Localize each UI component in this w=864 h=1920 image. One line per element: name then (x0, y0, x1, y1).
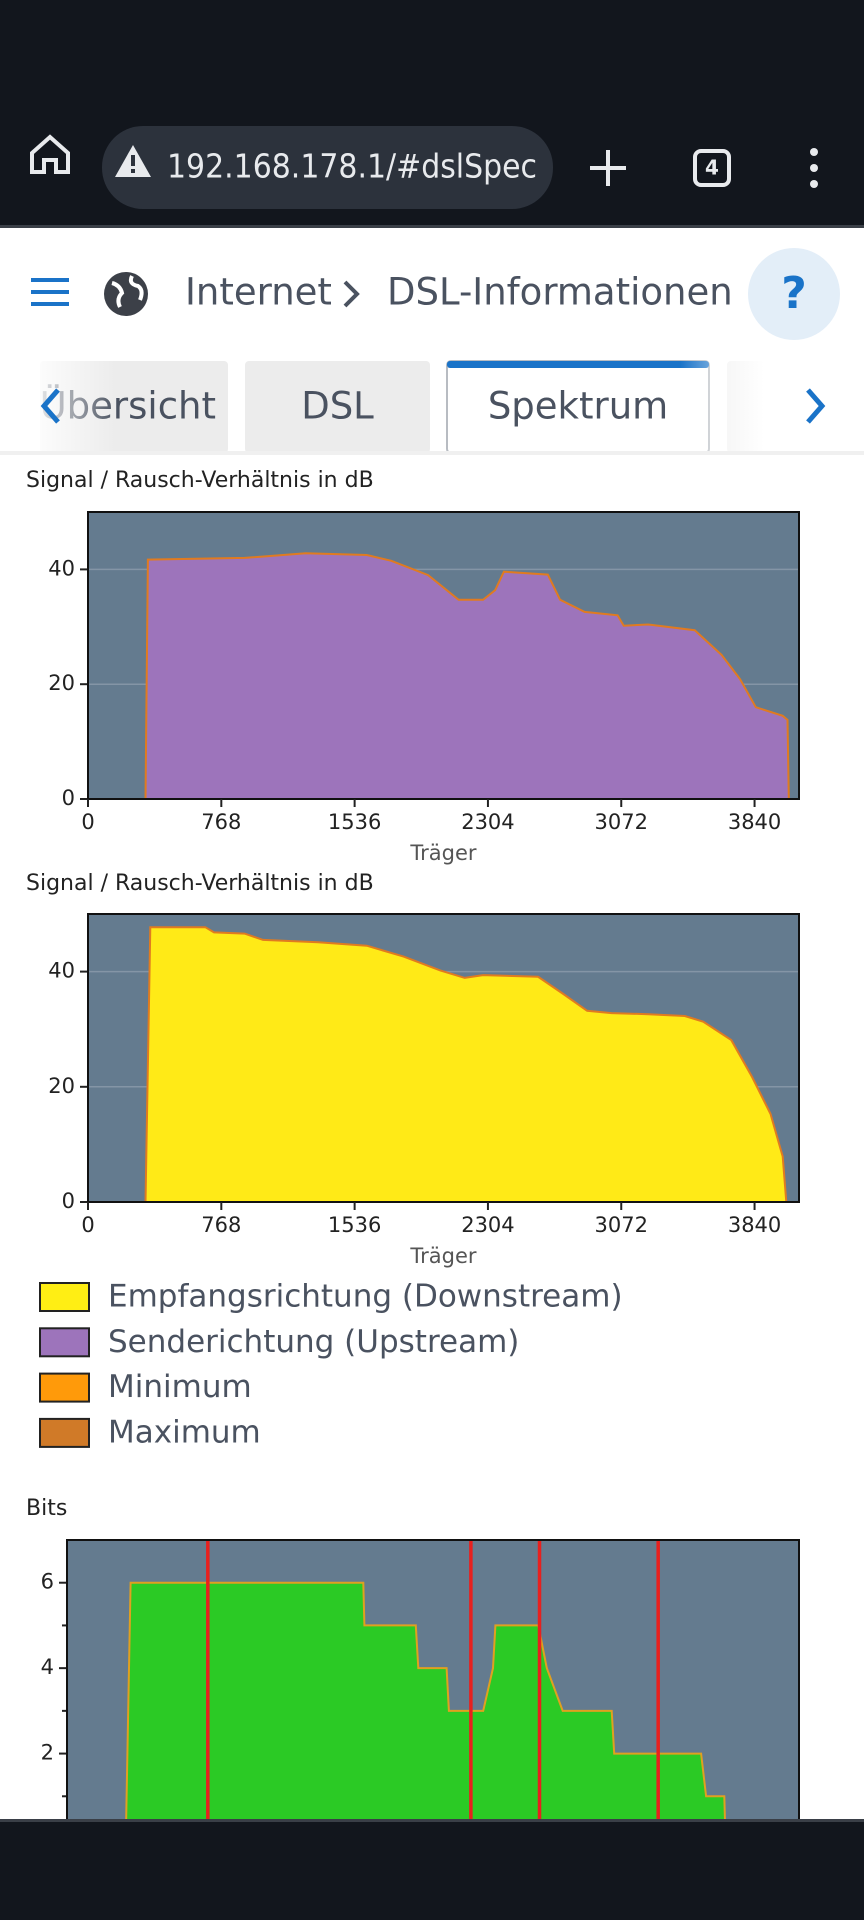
url-bar[interactable] (102, 126, 553, 209)
x-tick-label: 0 (81, 810, 94, 834)
breadcrumb-item[interactable]: Internet (185, 271, 332, 314)
new-tab-button[interactable] (590, 150, 626, 186)
hamburger[interactable] (31, 278, 69, 306)
tab-scroll-left[interactable] (40, 388, 60, 424)
navigation-bar (0, 1819, 864, 1920)
y-tick-label: 2 (41, 1741, 54, 1765)
legend-label: Senderichtung (Upstream) (108, 1324, 519, 1360)
area (144, 926, 788, 1203)
y-tick-label: 0 (62, 1189, 75, 1213)
legend: Empfangsrichtung (Downstream) Senderichtu… (39, 1279, 623, 1450)
tab-count: 4 (705, 156, 719, 180)
x-tick-label: 1536 (328, 810, 381, 834)
tab-label[interactable]: Spektrum (488, 385, 668, 428)
legend-swatch (39, 1282, 90, 1312)
x-axis-label: Träger (409, 841, 476, 865)
chart-title: Signal / Rausch-Verhältnis in dB (26, 871, 374, 896)
breadcrumb-separator (343, 280, 360, 308)
area (144, 552, 790, 800)
plot-frame (87, 913, 800, 1203)
tab-scroll-right[interactable] (806, 388, 826, 424)
x-tick-label: 0 (81, 1213, 94, 1237)
y-tick-label: 40 (48, 959, 75, 983)
x-axis-label: Träger (409, 1244, 476, 1268)
x-tick-label: 3072 (595, 1213, 648, 1237)
x-tick-label: 1536 (328, 1213, 381, 1237)
y-tick-label: 40 (48, 556, 75, 580)
chart-title: Signal / Rausch-Verhältnis in dB (26, 468, 374, 493)
x-tick-label: 2304 (461, 810, 514, 834)
tab-switcher[interactable] (693, 149, 731, 187)
x-tick-label: 2304 (461, 1213, 514, 1237)
breadcrumb-item: DSL-Informationen (387, 271, 733, 314)
y-tick-label: 4 (41, 1655, 54, 1679)
tab-indicator (447, 361, 709, 368)
divider (0, 225, 864, 228)
x-tick-label: 768 (201, 1213, 241, 1237)
legend-swatch (39, 1327, 90, 1358)
legend-label: Maximum (108, 1414, 261, 1450)
x-tick-label: 3840 (728, 810, 781, 834)
help-label: ? (781, 268, 807, 319)
url[interactable]: 192.168.178.1/#dslSpec (167, 147, 537, 186)
y-tick-label: 0 (62, 786, 75, 810)
legend-swatch (39, 1417, 90, 1448)
area (124, 1581, 727, 1840)
legend-label: Empfangsrichtung (Downstream) (108, 1279, 623, 1315)
y-tick-label: 20 (48, 671, 75, 695)
x-tick-label: 768 (201, 810, 241, 834)
legend-swatch (39, 1372, 90, 1403)
x-tick-label: 3072 (595, 810, 648, 834)
x-tick-label: 3840 (728, 1213, 781, 1237)
plot-frame (87, 511, 800, 800)
menu-button[interactable] (810, 148, 818, 188)
globe-icon (104, 272, 148, 316)
y-tick-label: 20 (48, 1074, 75, 1098)
help-button[interactable] (748, 248, 840, 340)
y-tick-label: 6 (41, 1570, 54, 1594)
tab[interactable] (245, 361, 430, 453)
home-button[interactable] (30, 134, 70, 174)
tab-label[interactable]: DSL (301, 385, 374, 428)
chart-title: Bits (26, 1496, 67, 1521)
legend-label: Minimum (108, 1369, 252, 1405)
